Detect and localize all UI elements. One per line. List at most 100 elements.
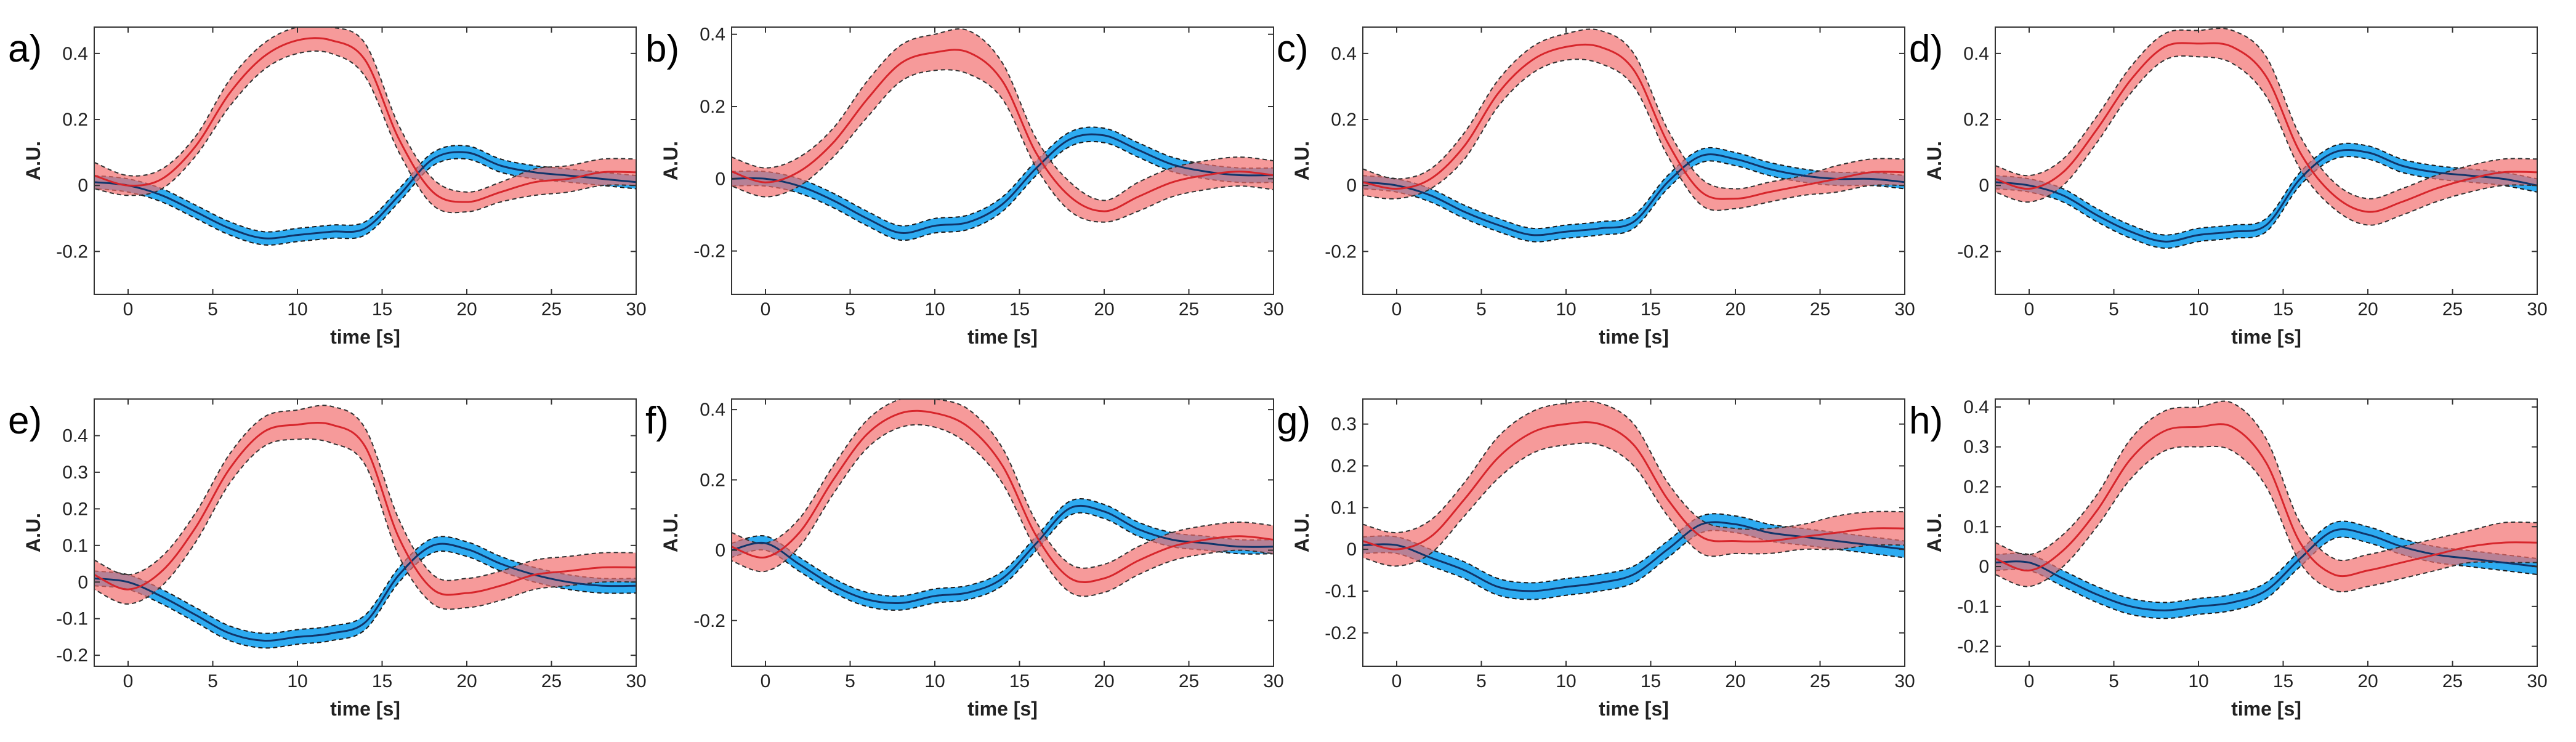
panel-label: e) (8, 400, 42, 442)
x-tick-label: 20 (1094, 671, 1114, 692)
y-axis-label: A.U. (22, 513, 44, 552)
y-tick-label: 0 (78, 572, 88, 592)
series-blue-line (1995, 149, 2537, 243)
y-tick-label: 0.4 (62, 425, 88, 446)
y-tick-label: 0.2 (1331, 110, 1357, 130)
panel-label: g) (1277, 400, 1310, 442)
y-axis-label: A.U. (1923, 141, 1945, 180)
plot-area (1995, 400, 2537, 619)
axes-frame (1995, 26, 2538, 295)
y-tick-label: -0.2 (1325, 623, 1357, 643)
x-tick-label: 25 (1810, 671, 1830, 692)
y-axis-label: A.U. (1291, 513, 1313, 552)
x-tick-label: 5 (2109, 299, 2119, 320)
x-tick-label: 5 (208, 671, 218, 692)
x-axis-label: time [s] (330, 326, 400, 348)
y-tick-label: 0.4 (1963, 397, 1989, 417)
x-tick-label: 15 (372, 671, 392, 692)
x-tick-label: 25 (1179, 671, 1199, 692)
x-tick-label: 25 (1810, 299, 1830, 320)
series-red-band (1363, 28, 1905, 211)
y-tick-label: -0.2 (56, 645, 88, 666)
x-tick-label: 25 (2442, 299, 2463, 320)
axes-frame (731, 26, 1274, 295)
series-blue-line (1363, 153, 1905, 236)
panel-label: f) (645, 400, 669, 442)
y-tick-label: 0 (1346, 175, 1357, 196)
series-blue-line (1995, 528, 2537, 611)
plot-area (1363, 28, 1905, 243)
axes-frame (731, 398, 1274, 667)
series-red-line (732, 49, 1274, 212)
y-axis-label: A.U. (1923, 513, 1945, 552)
series-blue-band (94, 145, 636, 246)
y-tick-label: -0.1 (1957, 597, 1989, 617)
x-tick-label: 0 (1392, 671, 1402, 692)
x-tick-label: 20 (1725, 671, 1745, 692)
x-axis-label: time [s] (330, 698, 400, 720)
series-red-line (94, 37, 636, 203)
x-tick-label: 5 (845, 299, 855, 320)
series-blue-line (732, 505, 1274, 604)
y-tick-label: 0.1 (1331, 498, 1357, 518)
y-tick-label: -0.1 (1325, 581, 1357, 602)
x-axis-label: time [s] (967, 698, 1038, 720)
axes-frame (94, 26, 637, 295)
panel-label: a) (8, 28, 42, 70)
x-tick-label: 10 (924, 299, 945, 320)
panel-label: d) (1909, 28, 1943, 70)
y-axis-label: A.U. (660, 141, 682, 180)
x-tick-label: 25 (541, 671, 562, 692)
y-axis-label: A.U. (1291, 141, 1313, 180)
y-tick-label: 0.1 (1963, 517, 1989, 537)
x-tick-label: 20 (1094, 299, 1114, 320)
chart-panel-e: 0 5 10 15 20 25 30 -0.2 -0.1 0 0.1 0.2 0.3 0.4 time [s… (8, 398, 647, 720)
x-tick-label: 15 (1009, 299, 1030, 320)
y-tick-label: 0.4 (1331, 44, 1357, 64)
x-tick-label: 15 (2273, 299, 2293, 320)
series-red-line (1363, 43, 1905, 200)
y-tick-label: 0 (78, 175, 88, 196)
x-tick-label: 30 (626, 671, 646, 692)
x-tick-label: 30 (2527, 671, 2547, 692)
x-tick-label: 30 (2527, 299, 2547, 320)
x-tick-label: 0 (761, 299, 771, 320)
y-tick-label: -0.2 (693, 241, 725, 262)
y-tick-label: -0.2 (1325, 241, 1357, 262)
series-red-band (94, 405, 636, 610)
y-tick-label: -0.2 (1957, 637, 1989, 657)
x-tick-label: 30 (1894, 299, 1915, 320)
y-tick-label: -0.1 (56, 609, 88, 629)
panel-label: b) (645, 28, 679, 70)
y-tick-label: 0 (715, 541, 725, 561)
x-tick-label: 15 (1641, 671, 1661, 692)
series-red-line (732, 409, 1274, 584)
series-blue-band (1363, 147, 1905, 243)
y-tick-label: 0.2 (700, 97, 725, 117)
y-tick-label: 0.2 (1331, 456, 1357, 477)
chart-panel-f: 0 5 10 15 20 25 30 -0.2 0 0.2 0.4 time [s] A.U. f) (645, 398, 1284, 720)
x-tick-label: 0 (1392, 299, 1402, 320)
x-tick-label: 15 (1009, 671, 1030, 692)
x-tick-label: 5 (845, 671, 855, 692)
x-tick-label: 25 (2442, 671, 2463, 692)
y-tick-label: 0.3 (1331, 414, 1357, 435)
chart-panel-a: 0 5 10 15 20 25 30 -0.2 0 0.2 0.4 time [s] A.U. a) (8, 26, 647, 348)
x-tick-label: 0 (123, 671, 134, 692)
y-tick-label: 0.3 (62, 462, 88, 483)
x-tick-label: 20 (2357, 299, 2378, 320)
y-axis-label: A.U. (22, 141, 44, 180)
axes-frame (94, 398, 637, 667)
x-tick-label: 30 (626, 299, 646, 320)
series-red-band (1363, 400, 1905, 567)
x-axis-label: time [s] (967, 326, 1038, 348)
y-tick-label: 0.4 (62, 44, 88, 64)
x-tick-label: 5 (1476, 299, 1487, 320)
x-tick-label: 15 (1641, 299, 1661, 320)
y-tick-label: 0.4 (1963, 44, 1989, 64)
x-tick-label: 10 (287, 299, 307, 320)
y-tick-label: 0.2 (1963, 477, 1989, 498)
series-red-line (94, 421, 636, 596)
series-red-line (1995, 42, 2537, 213)
